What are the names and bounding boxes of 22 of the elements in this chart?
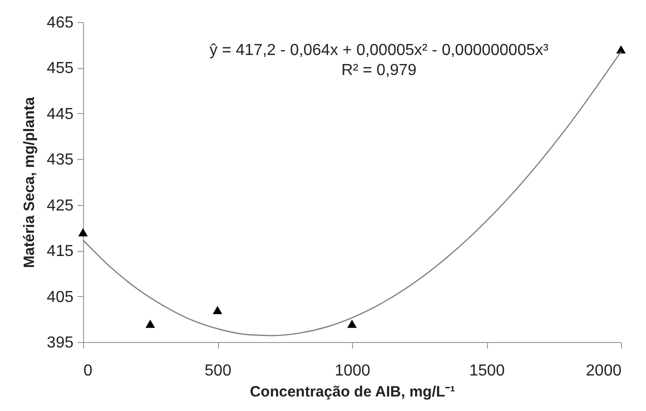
x-tick-label: 500 [204, 362, 232, 380]
annotation: ŷ = 417,2 - 0,064x + 0,00005x² - 0,000000005x³ [210, 42, 550, 59]
y-tick-label: 405 [46, 288, 74, 306]
y-tick-label: 435 [46, 152, 74, 169]
x-tick-label: 0 [84, 362, 92, 380]
point [347, 320, 357, 328]
x-tick-label: 1500 [469, 362, 505, 380]
y-tick-label: 445 [46, 106, 74, 123]
y-tick-label: 455 [46, 60, 74, 78]
y-tick-label: 425 [46, 197, 74, 214]
point [616, 45, 626, 54]
y-tick-label: 395 [46, 334, 74, 352]
point [78, 228, 88, 236]
x-tick-label: 2000 [586, 362, 622, 380]
y-axis-title: Matéria Seca, mg/planta [20, 96, 38, 268]
x-axis-title: Concentração de AIB, mg/L⁻¹ [250, 384, 456, 400]
point [212, 306, 222, 314]
y-tick-label: 415 [46, 243, 74, 260]
point [146, 320, 155, 328]
annotation: R² = 0,979 [341, 62, 417, 79]
y-tick-label: 465 [46, 14, 74, 32]
x-tick-label: 1000 [334, 362, 370, 380]
